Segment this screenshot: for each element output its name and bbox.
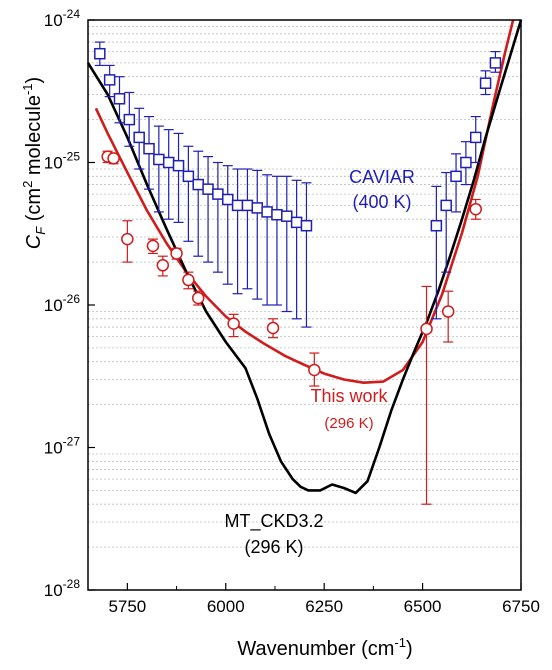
y-tick-label: 10-26 [44, 292, 81, 315]
caviar-point [281, 210, 293, 222]
caviar-point [430, 219, 443, 232]
this-work-point [469, 202, 482, 216]
errorbars-layer [94, 41, 501, 505]
this-work-point [182, 273, 195, 287]
caviar-point [241, 199, 254, 212]
caviar-point [133, 131, 145, 144]
caviar-point [153, 153, 165, 166]
this-work-temp-label: (296 K) [324, 415, 373, 432]
this-work-point [156, 259, 170, 272]
mtckd-temp-label: (296 K) [244, 537, 303, 557]
caviar-point [440, 199, 452, 212]
x-tick-label: 6500 [404, 597, 442, 616]
x-tick-label: 6000 [207, 597, 245, 616]
caviar-label: CAVIAR [349, 167, 415, 187]
caviar-point [460, 156, 472, 169]
this-work-point [107, 152, 120, 165]
caviar-point [261, 206, 273, 218]
caviar-point [300, 219, 313, 232]
y-axis-title: CF (cm2 molecule-1) [20, 77, 48, 249]
caviar-point [192, 178, 204, 191]
this-work-point [227, 317, 240, 330]
caviar-point [113, 93, 126, 105]
x-axis-title: Wavenumber (cm-1) [237, 635, 412, 660]
caviar-point [231, 199, 244, 212]
y-tick-label: 10-27 [44, 435, 81, 458]
caviar-point [290, 216, 303, 229]
this-work-point [191, 291, 205, 305]
markers-layer [94, 47, 502, 377]
caviar-point [479, 77, 492, 89]
caviar-point [271, 208, 283, 221]
caviar-temp-label: (400 K) [352, 192, 411, 212]
caviar-point [450, 170, 462, 183]
curve-mt-ckd3-2 [86, 19, 523, 495]
caviar-point [212, 188, 224, 200]
caviar-point [103, 74, 116, 86]
caviar-point [221, 193, 234, 206]
axis-ticks: 5750 6000 6250 6500 6750 10-24 10-25 10-26 10-27… [44, 7, 540, 616]
this-work-point [308, 363, 321, 377]
y-tick-label: 10-25 [44, 150, 81, 173]
caviar-point [94, 47, 106, 60]
y-tick-label: 10-24 [44, 7, 81, 30]
caviar-point [172, 159, 185, 172]
this-work-point [441, 305, 455, 318]
caviar-point [182, 170, 195, 183]
y-tick-label: 10-28 [44, 577, 81, 600]
caviar-point [489, 57, 502, 69]
x-tick-label: 6250 [305, 597, 343, 616]
caviar-point [162, 156, 175, 169]
mtckd-label: MT_CKD3.2 [224, 511, 323, 532]
this-work-label: This work [310, 386, 388, 406]
caviar-point [251, 202, 264, 214]
this-work-point [266, 321, 280, 335]
this-work-point [121, 232, 134, 246]
caviar-point [123, 113, 136, 126]
grid-lines [88, 26, 521, 548]
caviar-point [202, 183, 214, 195]
this-work-point [146, 239, 160, 253]
x-tick-label: 6750 [502, 597, 540, 616]
caviar-point [143, 142, 155, 155]
x-tick-label: 5750 [108, 597, 146, 616]
this-work-point [420, 322, 433, 336]
curves-layer [86, 19, 523, 495]
this-work-point [170, 247, 183, 260]
caviar-point [469, 131, 482, 144]
